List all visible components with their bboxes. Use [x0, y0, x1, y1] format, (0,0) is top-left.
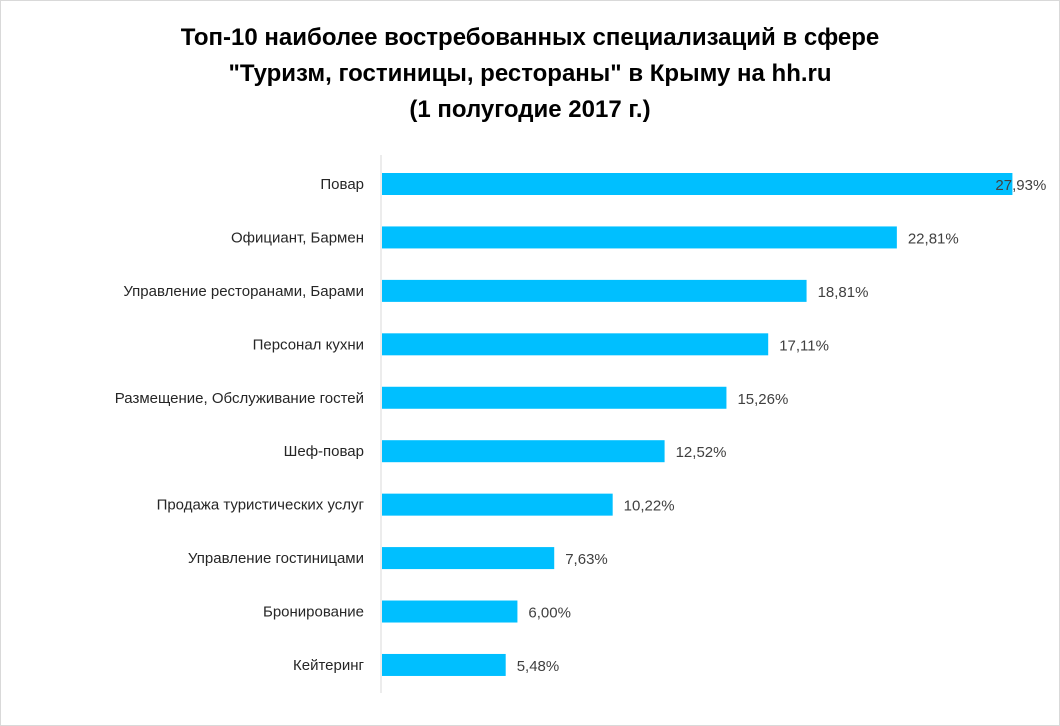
data-label: 5,48%	[517, 658, 560, 675]
bar	[382, 226, 897, 249]
data-label: 12,52%	[676, 444, 727, 461]
bar	[382, 173, 1013, 195]
category-label: Официант, Бармен	[231, 229, 364, 246]
data-label: 17,11%	[779, 337, 829, 354]
category-label: Продажа туристических услуг	[157, 497, 365, 514]
category-label: Размещение, Обслуживание гостей	[115, 390, 364, 407]
data-label: 15,26%	[737, 391, 788, 408]
category-label: Управление гостиницами	[188, 550, 364, 567]
chart-title-line-1: Топ-10 наиболее востребованных специализ…	[180, 24, 880, 51]
data-label: 7,63%	[565, 551, 608, 568]
bar	[382, 600, 518, 623]
bar	[382, 440, 665, 463]
data-label: 27,93%	[995, 177, 1046, 194]
data-label: 10,22%	[624, 498, 675, 515]
category-label: Повар	[320, 176, 364, 193]
bar	[382, 386, 727, 409]
bar	[382, 493, 613, 516]
category-label: Персонал кухни	[253, 336, 364, 353]
bar	[382, 279, 807, 302]
bar	[382, 333, 769, 356]
chart-title-line-3: (1 полугодие 2017 г.)	[409, 96, 651, 123]
category-label: Кейтеринг	[293, 657, 365, 674]
data-label: 22,81%	[908, 230, 959, 247]
chart-title-line-2: "Туризм, гостиницы, рестораны" в Крыму н…	[228, 60, 832, 87]
category-label: Бронирование	[263, 604, 364, 621]
chart-title: Топ-10 наиболее востребованных специализ…	[0, 20, 1060, 128]
data-label: 18,81%	[818, 284, 869, 301]
category-label: Шеф-повар	[284, 443, 364, 460]
data-label: 6,00%	[528, 605, 571, 622]
bar	[382, 547, 555, 570]
category-label: Управление ресторанами, Барами	[123, 283, 364, 300]
bar	[382, 653, 506, 676]
